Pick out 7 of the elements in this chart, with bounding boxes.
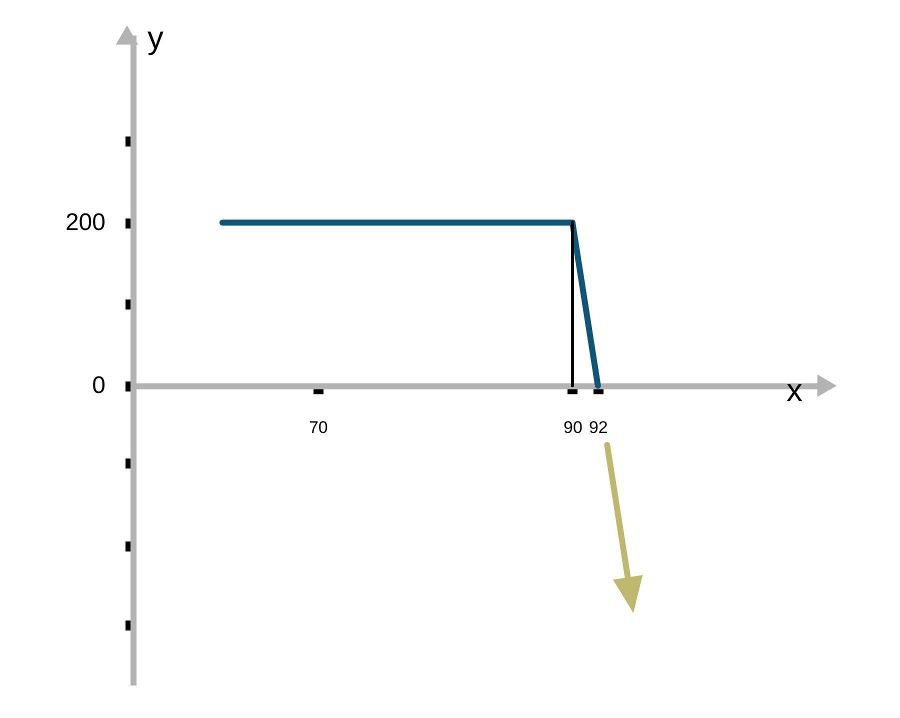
y-tick-label: 200 (65, 209, 106, 236)
y-axis-title: y (148, 20, 164, 56)
x-tick-label: 70 (308, 418, 328, 438)
x-axis-title: x (786, 372, 802, 408)
y-tick-label: 0 (92, 372, 106, 400)
x-tick-label: 92 (588, 418, 608, 438)
x-tick-label: 90 (563, 418, 582, 438)
